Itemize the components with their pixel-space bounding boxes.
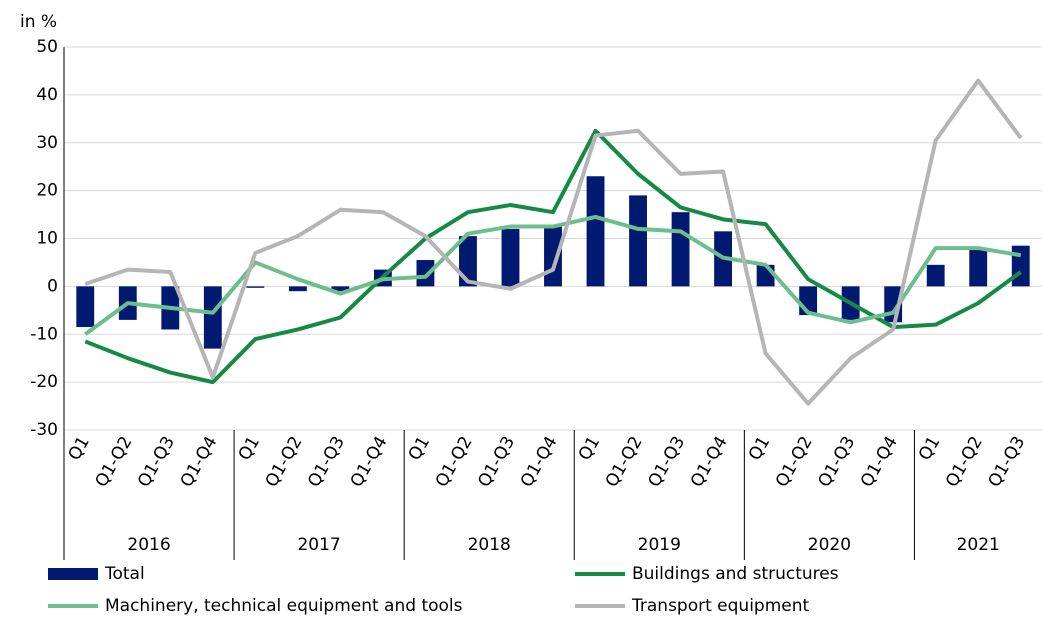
x-tick-label: Q1-Q3 (304, 433, 349, 491)
y-tick-label: -30 (30, 420, 58, 440)
x-tick-label: Q1-Q4 (687, 433, 732, 491)
bar (459, 236, 477, 287)
x-tick-label: Q1-Q4 (517, 433, 562, 491)
group-label: 2020 (808, 535, 851, 555)
group-label: 2019 (638, 535, 681, 555)
bar (586, 176, 605, 287)
x-tick-label: Q1-Q2 (942, 433, 987, 491)
x-tick-label: Q1 (235, 433, 264, 464)
legend-label: Total (104, 564, 145, 584)
bar (671, 212, 690, 287)
y-tick-label: 30 (36, 133, 58, 153)
line (84, 128, 1022, 385)
bar (629, 195, 647, 287)
line (84, 214, 1022, 336)
x-tick-label: Q1-Q4 (177, 433, 222, 491)
bar (969, 248, 988, 287)
bar (501, 228, 520, 287)
x-tick-label: Q1-Q3 (474, 433, 519, 491)
x-tick-label: Q1-Q2 (262, 433, 307, 491)
group-label: 2016 (127, 535, 170, 555)
x-tick-label: Q1-Q2 (432, 433, 477, 491)
bar (203, 286, 222, 349)
x-tick-label: Q1-Q2 (92, 433, 137, 491)
bar (246, 286, 265, 288)
x-tick-label: Q1-Q3 (644, 433, 689, 491)
legend-label: Transport equipment (631, 596, 810, 616)
y-tick-label: 0 (47, 276, 58, 296)
x-tick-label: Q1-Q2 (772, 433, 817, 491)
y-axis-label: in % (20, 12, 57, 32)
legend-label: Buildings and structures (632, 564, 839, 584)
y-tick-label: -20 (30, 372, 58, 392)
group-label: 2017 (297, 535, 340, 555)
x-tick-label: Q1-Q2 (602, 433, 647, 491)
x-tick-label: Q1 (575, 433, 604, 464)
y-tick-label: 20 (36, 181, 58, 201)
bar (1011, 245, 1030, 287)
group-label: 2018 (468, 535, 511, 555)
bar (288, 286, 307, 292)
x-tick-label: Q1 (405, 433, 434, 464)
y-tick-label: 10 (36, 229, 58, 249)
x-tick-label: Q1-Q3 (814, 433, 859, 491)
legend-label: Machinery, technical equipment and tools (105, 596, 463, 616)
y-tick-label: -10 (30, 324, 58, 344)
line (84, 78, 1023, 406)
bar (416, 260, 435, 287)
bar (76, 286, 95, 328)
x-tick-label: Q1 (915, 433, 944, 464)
bar (756, 264, 775, 287)
x-tick-label: Q1-Q4 (857, 433, 902, 491)
legend-swatch (48, 568, 98, 580)
x-tick-label: Q1 (745, 433, 774, 464)
y-tick-label: 40 (36, 85, 58, 105)
group-label: 2021 (957, 535, 1000, 555)
x-tick-label: Q1 (64, 433, 93, 464)
y-tick-label: 50 (36, 37, 58, 57)
x-tick-label: Q1-Q3 (985, 433, 1030, 491)
x-tick-label: Q1-Q3 (134, 433, 179, 491)
bar (331, 286, 350, 292)
bar (926, 264, 945, 287)
x-tick-label: Q1-Q4 (347, 433, 392, 491)
